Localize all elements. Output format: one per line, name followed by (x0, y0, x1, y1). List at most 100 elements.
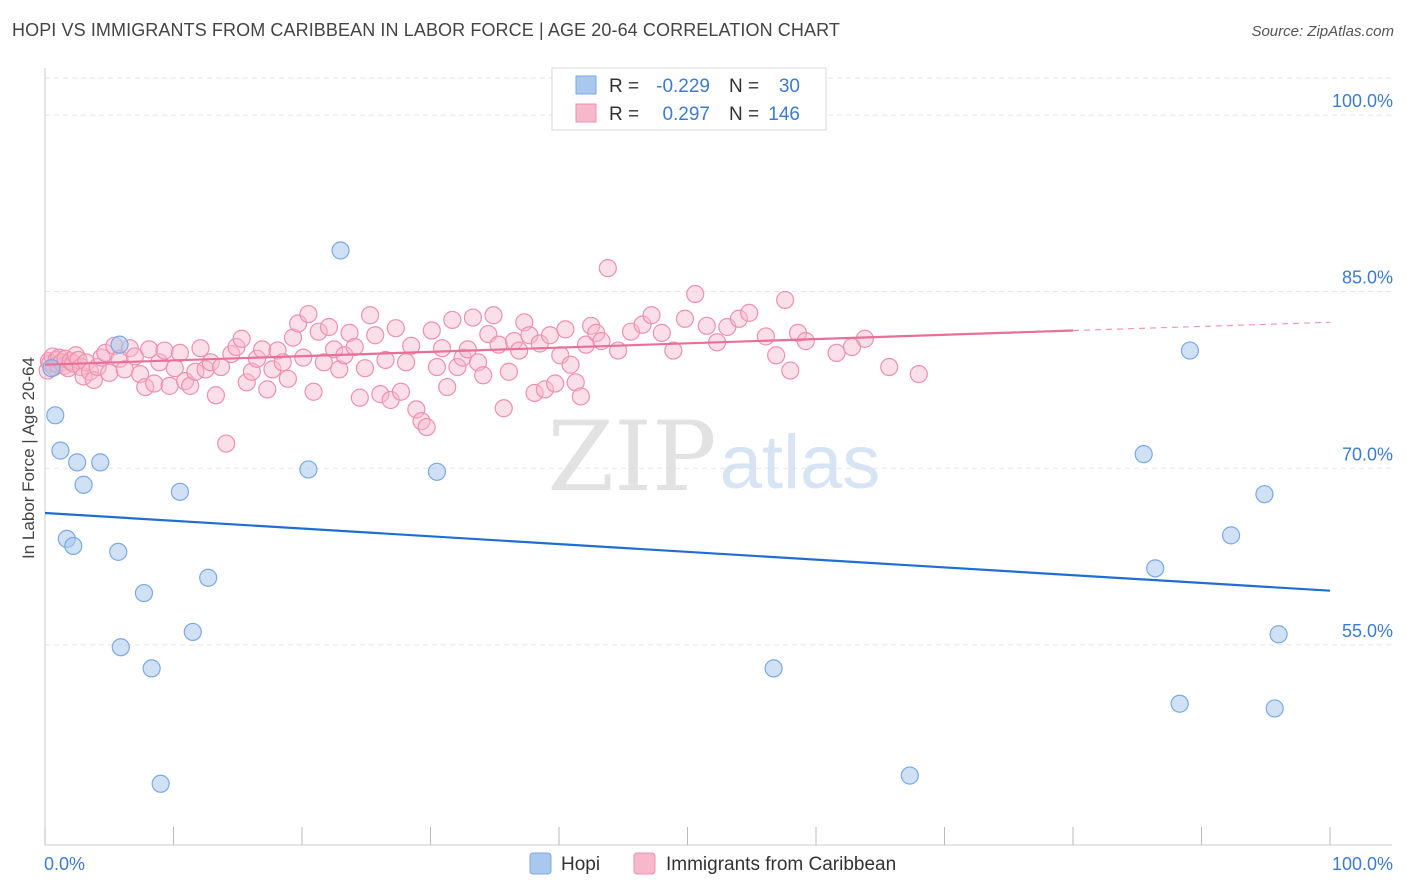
hopi-point (46, 406, 65, 425)
carib-point (827, 343, 846, 362)
source-credit: Source: ZipAtlas.com (1251, 23, 1394, 40)
hopi-point (1255, 485, 1274, 504)
carib-point (540, 326, 560, 345)
legend-bottom-carib-swatch (633, 852, 656, 875)
carib-point (598, 259, 617, 278)
legend-carib-n-value: 146 (768, 104, 800, 125)
hopi-point (1180, 341, 1200, 360)
hopi-point (764, 659, 783, 678)
carib-point (139, 340, 159, 359)
carib-point (273, 353, 292, 372)
x-tick-label: 0.0% (44, 854, 85, 874)
y-tick-labels: 100.0% 85.0% 70.0% 55.0% (1332, 91, 1393, 641)
hopi-point (151, 774, 170, 793)
carib-point (756, 327, 775, 346)
carib-point (621, 322, 641, 341)
hopi-trend-line (44, 511, 1331, 592)
carib-point (740, 303, 759, 322)
hopi-point (42, 359, 61, 378)
legend-carib-swatch (575, 103, 597, 123)
carib-point (345, 337, 364, 357)
carib-point (232, 329, 251, 348)
carib-point (61, 352, 80, 371)
carib-point (330, 360, 349, 379)
legend-carib-r-label: R = (609, 104, 639, 125)
legend-bottom-hopi-swatch (529, 852, 552, 875)
hopi-point (64, 536, 83, 556)
carib-point (325, 340, 344, 359)
carib-point (525, 383, 544, 403)
carib-point (546, 374, 565, 393)
carib-trend-extension (1072, 321, 1331, 332)
carib-point (258, 380, 277, 399)
carib-point (402, 336, 421, 355)
carib-point (422, 321, 441, 340)
carib-point (499, 362, 518, 381)
carib-point (350, 388, 369, 407)
hopi-point (111, 638, 130, 657)
carib-point (561, 355, 580, 374)
carib-point (463, 308, 483, 327)
hopi-point (199, 568, 218, 587)
hopi-point (110, 335, 129, 354)
hopi-point (170, 482, 190, 501)
carib-point (576, 335, 596, 354)
carib-point (474, 366, 493, 385)
carib-point (697, 316, 716, 335)
carib-point (100, 363, 119, 383)
carib-point (145, 374, 164, 393)
chart-title: HOPI VS IMMIGRANTS FROM CARIBBEAN IN LAB… (12, 20, 840, 40)
axes (44, 68, 1392, 846)
carib-point (304, 382, 323, 401)
carib-point (686, 284, 705, 304)
carib-point (366, 326, 385, 345)
carib-point (427, 357, 447, 377)
hopi-point (142, 659, 161, 678)
carib-point (664, 341, 683, 360)
carib-point (237, 373, 256, 392)
carib-point (443, 310, 462, 330)
carib-point (136, 377, 155, 397)
carib-point (319, 317, 339, 337)
carib-point (263, 360, 282, 379)
x-tick-label: 100.0% (1332, 854, 1393, 874)
legend-hopi-n-label: N = (729, 76, 759, 97)
carib-point (407, 400, 426, 419)
hopi-point (1146, 559, 1165, 578)
legend-hopi-r-label: R = (609, 76, 639, 97)
legend-carib-n-label: N = (729, 104, 759, 125)
hopi-point (1269, 625, 1288, 644)
carib-point (191, 339, 210, 358)
carib-point (675, 309, 695, 328)
series-legend: Hopi Immigrants from Caribbean (529, 852, 896, 875)
carib-point (376, 350, 395, 370)
legend-carib-r-value: 0.297 (662, 104, 710, 125)
carib-point (438, 377, 457, 397)
y-axis-label: In Labor Force | Age 20-64 (19, 357, 38, 559)
carib-point (314, 353, 333, 372)
legend-box (551, 67, 827, 131)
carib-trend-line (44, 329, 1074, 366)
carib-point (510, 341, 529, 360)
legend-hopi-r-value: -0.229 (656, 76, 710, 97)
carib-point (776, 290, 795, 310)
hopi-point (68, 453, 87, 472)
carib-point (299, 304, 318, 324)
carib-point (417, 417, 436, 437)
carib-point (652, 323, 671, 342)
hopi-point (51, 441, 70, 460)
carib-point (206, 386, 226, 405)
hopi-point (1134, 445, 1153, 464)
y-tick-label: 55.0% (1342, 621, 1393, 641)
hopi-point (1265, 699, 1284, 718)
x-tick-labels: 0.0% 100.0% (44, 854, 1393, 874)
carib-point (566, 373, 585, 392)
hopi-point (1221, 526, 1241, 545)
trend-lines (44, 321, 1331, 592)
series-hopi (42, 241, 1288, 793)
watermark-atlas: atlas (720, 420, 881, 505)
carib-point (412, 412, 431, 431)
carib-point (294, 348, 313, 367)
carib-point (781, 361, 800, 380)
